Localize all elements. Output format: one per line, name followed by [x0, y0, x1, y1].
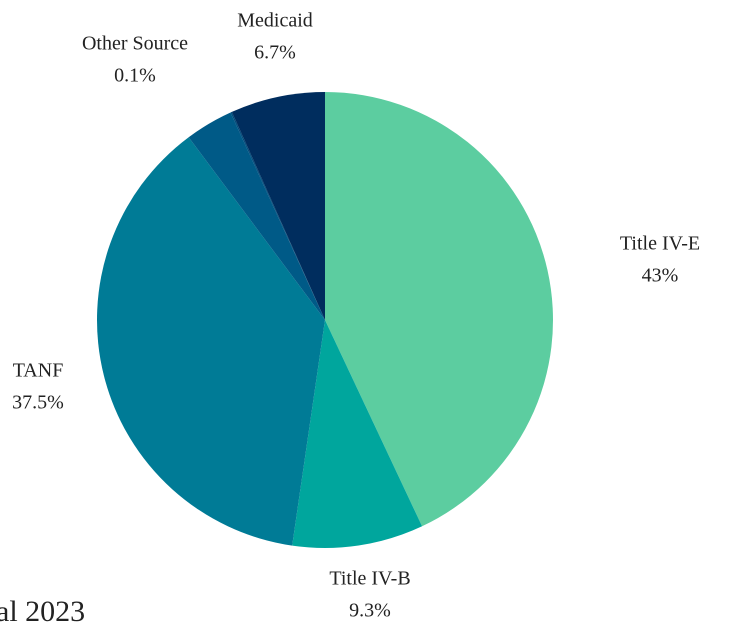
slice-value-label: 43% [642, 265, 679, 287]
slice-value-label: 6.7% [254, 42, 296, 64]
slice-label: Medicaid [237, 10, 313, 32]
slice-value-label: 9.3% [349, 600, 391, 622]
pie-slice [188, 112, 325, 320]
pie-slice [292, 320, 423, 548]
footer-fragment: al 2023 [0, 595, 85, 626]
slice-label: Title IV-B [329, 568, 410, 590]
slice-label: Other Source [82, 33, 188, 55]
slice-value-label: 0.1% [114, 65, 156, 87]
pie-slice [231, 92, 325, 320]
slice-label: TANF [13, 360, 64, 382]
slice-label: Title IV-E [620, 233, 700, 255]
pie-slice [230, 111, 325, 321]
pie-slice [96, 137, 325, 546]
pie-slice [325, 92, 554, 527]
slice-value-label: 37.5% [12, 392, 64, 414]
